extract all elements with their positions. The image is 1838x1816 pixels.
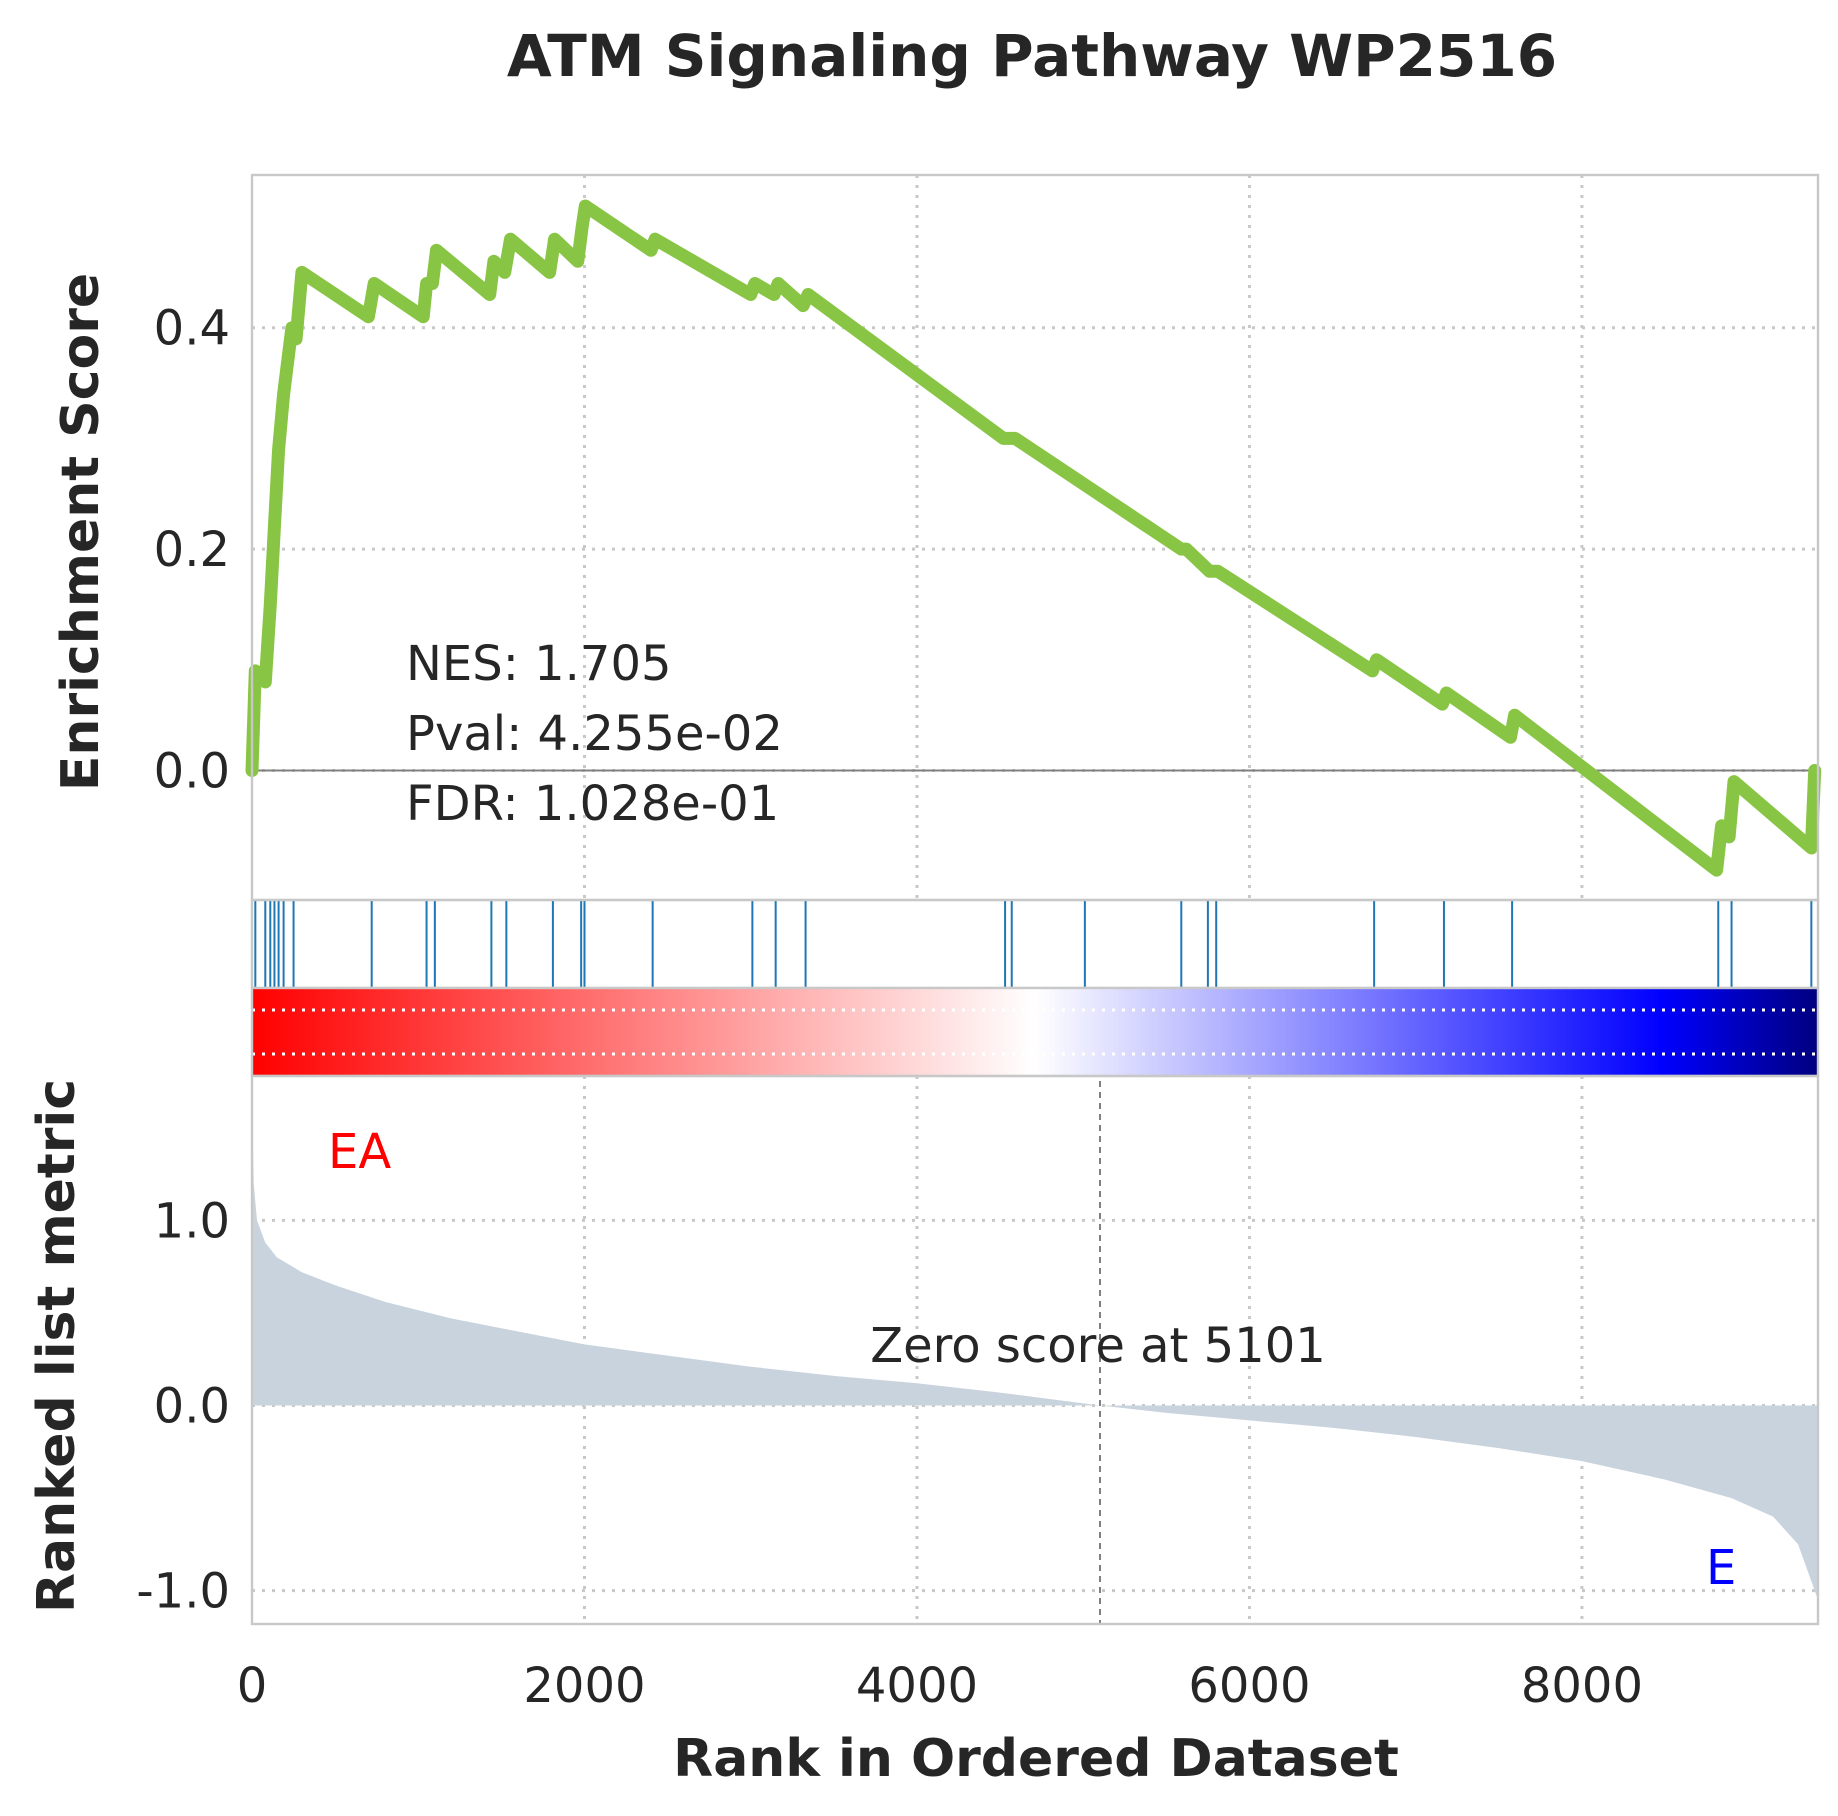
rank-y-tick-label: -1.0 (136, 1564, 230, 1620)
hit-panel-frame (250, 898, 1820, 990)
nes-annotation: NES: 1.705 (406, 636, 672, 692)
enrichment-score-line (245, 199, 1822, 877)
zero-score-label: Zero score at 5101 (870, 1318, 1326, 1374)
x-tick-label: 6000 (1188, 1658, 1310, 1714)
ranked-metric-panel: 1.0 0.0 -1.0 (136, 1074, 1820, 1626)
ranked-metric-area (252, 1100, 1818, 1600)
es-y-tick-label: 0.4 (154, 301, 230, 357)
positive-phenotype-label: EA (328, 1124, 391, 1180)
chart-title: ATM Signaling Pathway WP2516 (507, 22, 1557, 90)
es-y-tick-label: 0.2 (154, 522, 230, 578)
rank-y-tick-label: 1.0 (154, 1193, 230, 1249)
hit-marker-panel (250, 898, 1820, 990)
negative-phenotype-label: E (1706, 1540, 1736, 1596)
es-y-tick-label: 0.0 (154, 743, 230, 799)
heatmap-panel (250, 986, 1820, 1078)
enrichment-panel: 0.0 0.2 0.4 (154, 173, 1822, 902)
pval-annotation: Pval: 4.255e-02 (406, 706, 783, 762)
rank-y-axis-label: Ranked list metric (27, 1079, 87, 1613)
x-axis-label: Rank in Ordered Dataset (673, 1729, 1399, 1789)
x-tick-label: 0 (237, 1658, 268, 1714)
heatmap-bar (252, 988, 1818, 1076)
fdr-annotation: FDR: 1.028e-01 (406, 776, 779, 832)
rank-y-tick-label: 0.0 (154, 1379, 230, 1435)
x-tick-label: 2000 (523, 1658, 645, 1714)
x-tick-label: 4000 (856, 1658, 978, 1714)
rank-panel-frame (250, 1074, 1820, 1626)
es-y-axis-label: Enrichment Score (51, 273, 111, 791)
x-tick-label: 8000 (1521, 1658, 1643, 1714)
